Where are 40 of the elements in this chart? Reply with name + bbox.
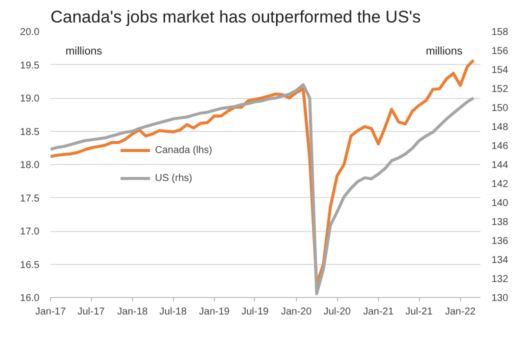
y2-tick-label: 144: [492, 160, 509, 171]
y2-tick-label: 132: [492, 274, 509, 285]
y2-tick-label: 136: [492, 236, 509, 247]
y-tick-label: 18.0: [20, 160, 40, 171]
annotation: millions: [66, 46, 103, 58]
x-tick-label: Jul-20: [323, 306, 352, 318]
x-tick-label: Jul-17: [78, 306, 106, 318]
y2-tick-label: 142: [492, 179, 509, 190]
y-tick-label: 17.0: [20, 226, 40, 238]
y2-tick-label: 134: [492, 255, 509, 266]
y-tick-label: 20.0: [20, 27, 40, 38]
y-tick-label: 16.0: [20, 293, 40, 304]
x-tick-label: Jan-22: [445, 306, 476, 318]
y2-tick-label: 140: [492, 198, 509, 209]
y2-tick-label: 152: [492, 84, 509, 95]
legend-label: Canada (lhs): [155, 144, 212, 156]
y-tick-label: 16.5: [20, 260, 40, 271]
y-tick-label: 19.0: [20, 94, 40, 104]
x-tick-label: Jan-17: [35, 306, 66, 318]
y2-tick-label: 154: [492, 65, 509, 76]
x-tick-label: Jan-19: [199, 306, 230, 318]
y2-tick-label: 158: [492, 27, 509, 38]
y2-tick-label: 156: [492, 46, 509, 57]
y2-tick-label: 150: [492, 103, 509, 114]
x-tick-label: Jan-20: [280, 306, 312, 318]
x-tick-label: Jul-19: [241, 306, 270, 318]
x-tick-label: Jan-21: [363, 306, 394, 318]
y-tick-label: 18.5: [20, 126, 40, 138]
y2-tick-label: 148: [492, 122, 509, 133]
y2-tick-label: 130: [492, 293, 509, 304]
y-tick-label: 19.5: [20, 60, 40, 72]
y2-tick-label: 138: [492, 217, 509, 228]
y-tick-label: 17.5: [20, 193, 40, 204]
x-tick-label: Jan-18: [117, 306, 148, 318]
annotation: millions: [426, 46, 463, 58]
x-tick-label: Jul-21: [405, 306, 434, 318]
chart-title: Canada's jobs market has outperformed the US's: [50, 8, 421, 26]
y2-tick-label: 146: [492, 141, 509, 152]
legend-label: US (rhs): [155, 172, 192, 184]
x-tick-label: Jul-18: [159, 306, 188, 318]
